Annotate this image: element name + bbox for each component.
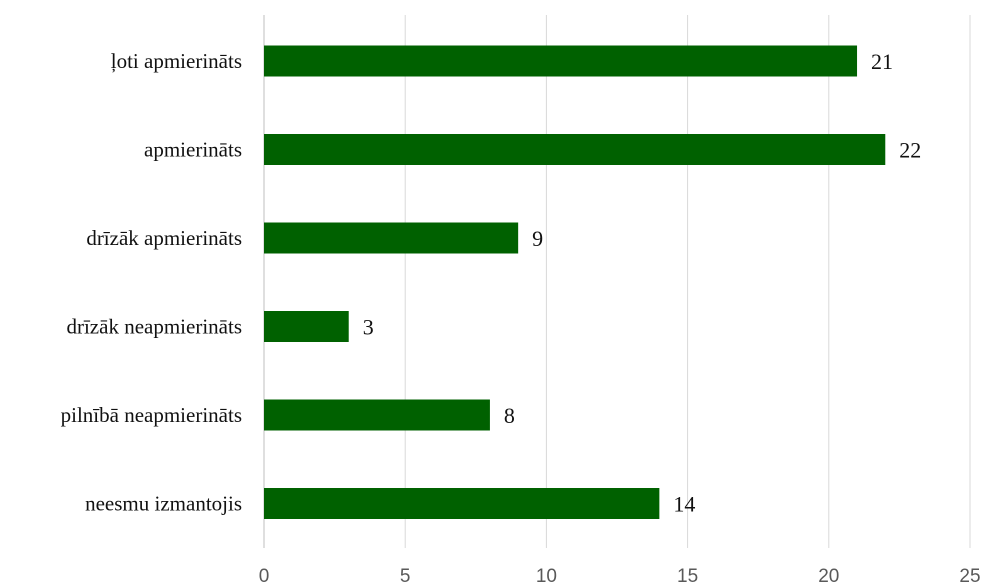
- data-label: 9: [532, 226, 543, 251]
- category-label: drīzāk neapmierināts: [66, 315, 242, 339]
- bars: [264, 45, 886, 519]
- data-label: 8: [504, 403, 515, 428]
- category-labels: ļoti apmierināts apmierināts drīzāk apmier…: [61, 49, 242, 516]
- x-tick-label: 15: [677, 566, 698, 586]
- x-tick-label: 25: [959, 566, 980, 586]
- data-label: 3: [363, 315, 374, 340]
- gridlines: [263, 15, 971, 548]
- category-label: drīzāk apmierināts: [86, 226, 242, 250]
- bar: [264, 488, 660, 519]
- category-label: neesmu izmantojis: [85, 492, 242, 516]
- data-label: 21: [871, 49, 893, 74]
- data-label: 22: [899, 138, 921, 163]
- bar: [264, 134, 886, 165]
- x-axis-tick-labels: 0 5 10 15 20 25: [259, 566, 981, 586]
- bar: [264, 311, 349, 342]
- data-label: 14: [673, 492, 695, 517]
- bar: [264, 399, 490, 431]
- bar: [264, 45, 858, 77]
- category-label: pilnībā neapmierināts: [61, 403, 242, 427]
- bar: [264, 222, 519, 254]
- x-tick-label: 5: [400, 566, 411, 586]
- category-label: ļoti apmierināts: [111, 49, 242, 73]
- category-label: apmierināts: [144, 138, 242, 162]
- x-tick-label: 20: [818, 566, 839, 586]
- x-tick-label: 0: [259, 566, 270, 586]
- data-labels: 21 22 9 3 8 14: [363, 49, 922, 517]
- x-tick-label: 10: [536, 566, 557, 586]
